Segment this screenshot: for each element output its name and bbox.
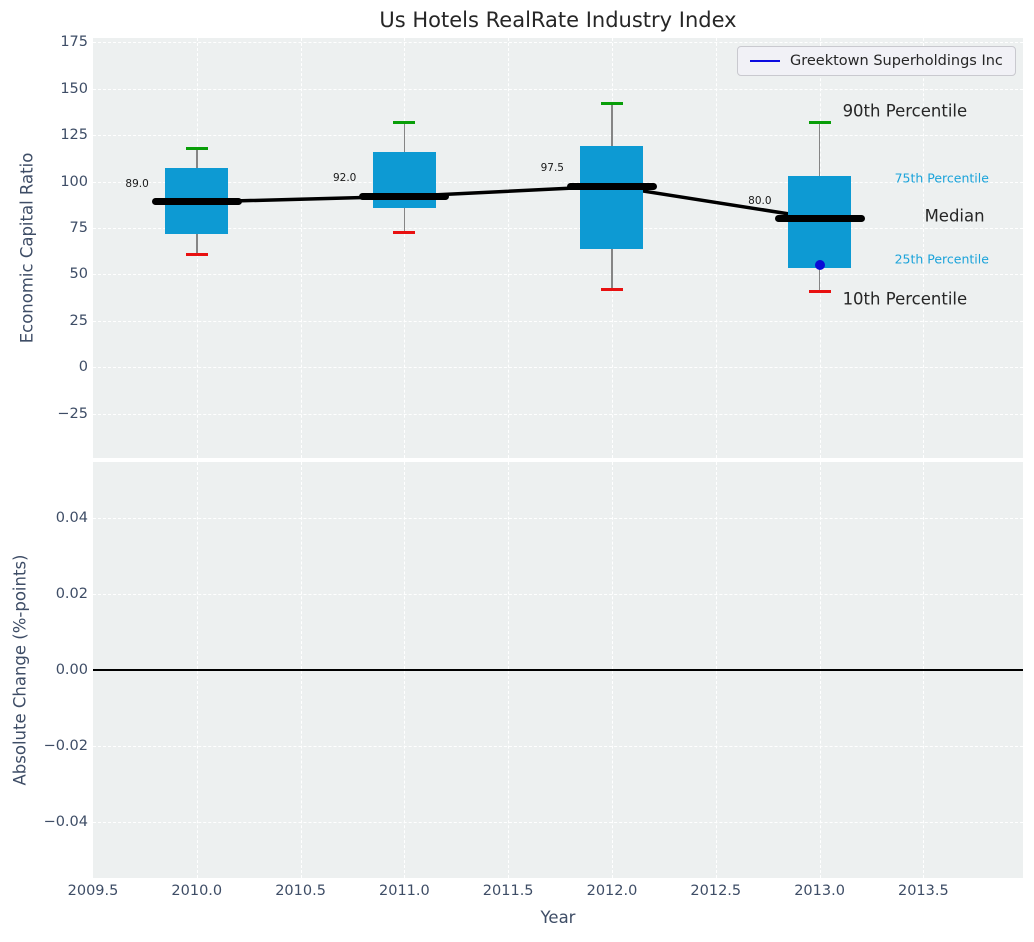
median-segment [359, 192, 450, 200]
median-segment [151, 198, 242, 206]
chart-title: Us Hotels RealRate Industry Index [379, 8, 737, 32]
bottom-axes [93, 462, 1023, 878]
median-trend-line [195, 184, 822, 221]
p10-cap [808, 289, 831, 293]
top-y-tick-label: 175 [60, 34, 88, 51]
annotation-p90: 90th Percentile [842, 101, 968, 121]
x-tick-label: 2011.0 [379, 883, 430, 899]
annotation-p25: 25th Percentile [894, 251, 989, 267]
bottom-y-tick-label: 0.04 [55, 509, 88, 526]
p10-cap [600, 287, 623, 291]
gridline-vertical [923, 38, 925, 458]
legend-line-icon [750, 60, 780, 62]
top-axes: 89.0 92.0 97.5 80.0 90th Percentile 75th Perc… [93, 38, 1023, 458]
annotation-median: Median [924, 206, 985, 226]
x-axis-label: Year [540, 908, 576, 927]
company-data-point [814, 260, 825, 271]
p90-cap [185, 146, 208, 150]
gridline-horizontal [93, 822, 1023, 824]
x-tick-label: 2012.0 [586, 883, 638, 899]
p90-cap [600, 101, 623, 105]
p90-cap [808, 120, 831, 124]
median-value-label: 92.0 [332, 172, 357, 185]
p10-cap [393, 231, 416, 235]
top-y-tick-label: 25 [69, 312, 88, 329]
median-segment [774, 215, 865, 223]
iqr-box [372, 151, 436, 209]
median-value-label: 89.0 [125, 177, 149, 190]
bottom-y-tick-label: 0.00 [55, 662, 88, 678]
x-tick-label: 2011.5 [482, 883, 534, 899]
top-y-tick-label: 125 [60, 127, 88, 144]
gridline-vertical [300, 38, 302, 458]
top-y-tick-label: −25 [57, 405, 88, 422]
gridline-vertical [508, 38, 510, 458]
top-y-tick-label: 150 [60, 80, 88, 97]
zero-reference-line [93, 669, 1023, 671]
bottom-y-tick-label: 0.02 [55, 585, 88, 602]
gridline-horizontal [93, 181, 1023, 183]
gridline-horizontal [93, 88, 1023, 90]
x-tick-label: 2010.5 [275, 883, 326, 899]
gridline-vertical [404, 38, 406, 458]
top-y-tick-label: 50 [69, 266, 88, 283]
annotation-p75: 75th Percentile [894, 170, 989, 186]
gridline-horizontal [93, 228, 1023, 229]
median-value-label: 80.0 [748, 194, 772, 207]
median-segment [566, 182, 657, 190]
gridline-horizontal [93, 593, 1023, 595]
top-y-tick-label: 75 [69, 220, 88, 236]
x-tick-label: 2012.5 [690, 883, 742, 899]
gridline-horizontal [93, 320, 1023, 322]
gridline-horizontal [93, 517, 1023, 519]
bottom-y-tick-label: −0.02 [43, 738, 88, 755]
x-tick-label: 2013.0 [794, 883, 845, 899]
bottom-y-tick-label: −0.04 [43, 814, 88, 831]
gridline-horizontal [93, 413, 1023, 415]
legend-entry-label: Greektown Superholdings Inc [790, 53, 1003, 69]
gridline-horizontal [93, 746, 1023, 748]
p10-cap [185, 252, 208, 256]
top-y-tick-label: 100 [60, 173, 88, 190]
gridline-horizontal [93, 367, 1023, 369]
gridline-horizontal [93, 42, 1023, 44]
gridline-horizontal [93, 135, 1023, 137]
gridline-vertical [715, 38, 717, 458]
legend[interactable]: Greektown Superholdings Inc [737, 46, 1016, 76]
annotation-p10: 10th Percentile [842, 289, 968, 309]
p90-cap [393, 120, 416, 124]
median-value-label: 97.5 [540, 162, 564, 175]
gridline-horizontal [93, 274, 1023, 276]
top-y-tick-label: 0 [78, 359, 88, 376]
x-tick-label: 2010.0 [171, 883, 223, 899]
x-tick-label: 2009.5 [67, 883, 119, 899]
iqr-box [580, 146, 644, 250]
x-tick-label: 2013.5 [897, 883, 949, 899]
